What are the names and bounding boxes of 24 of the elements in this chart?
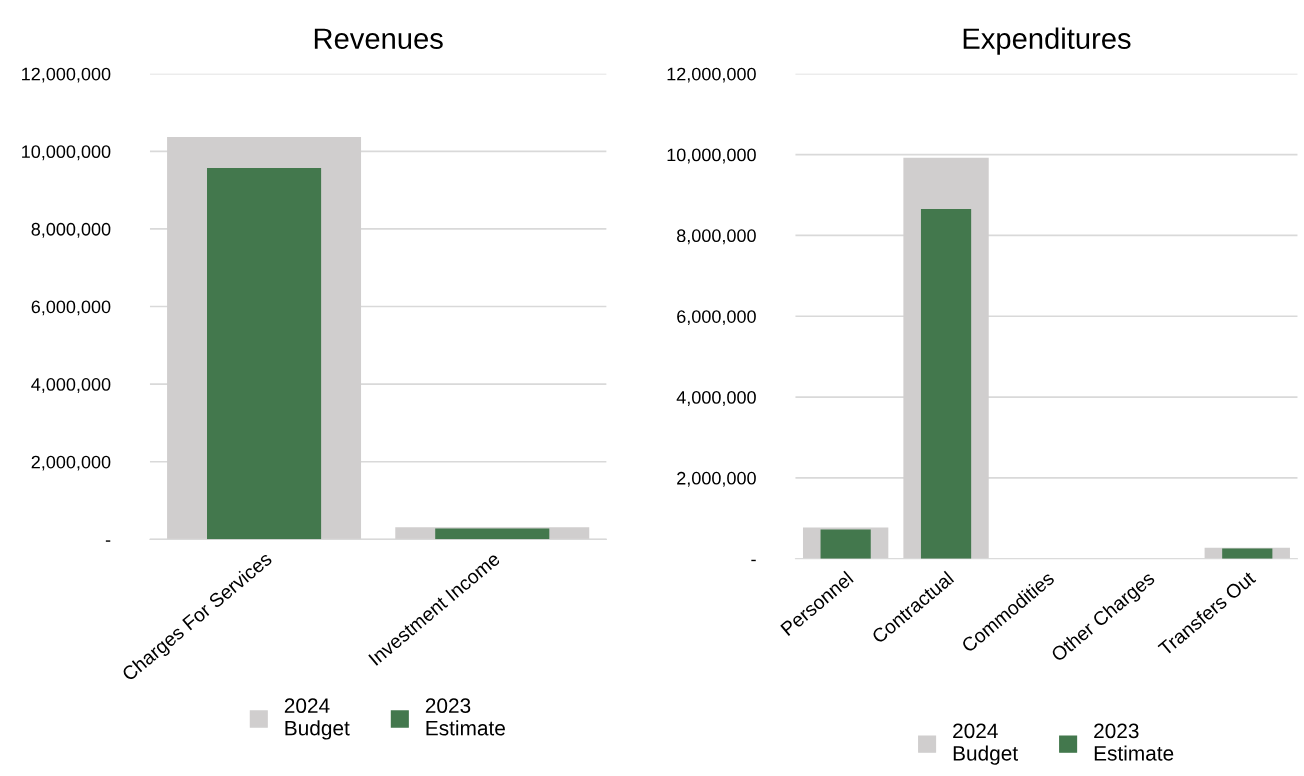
y-tick-label: 10,000,000 (667, 148, 756, 164)
legend-label: 2023 Estimate (425, 698, 505, 736)
chart-title: Revenues (314, 28, 443, 50)
y-tick-label: 12,000,000 (22, 67, 111, 83)
y-tick-label: - (105, 540, 111, 542)
y-tick-label: 8,000,000 (31, 222, 111, 238)
y-tick-label: - (751, 559, 756, 562)
bar (207, 168, 322, 540)
y-tick-label: 8,000,000 (677, 229, 756, 245)
bar (435, 528, 550, 540)
y-tick-label: 10,000,000 (22, 145, 111, 161)
bar (820, 529, 871, 559)
y-tick-label: 2,000,000 (677, 471, 756, 487)
legend-label: 2024 Budget (284, 698, 350, 740)
y-tick-label: 2,000,000 (31, 455, 111, 471)
chart-title: Expenditures (963, 27, 1131, 55)
y-tick-label: 6,000,000 (677, 310, 756, 326)
y-tick-label: 6,000,000 (31, 300, 111, 316)
legend-label: 2023 Estimate (1094, 723, 1174, 761)
y-tick-label: 12,000,000 (667, 67, 756, 83)
legend-label: 2024 Budget (953, 723, 1018, 765)
y-tick-label: 4,000,000 (676, 390, 756, 406)
y-tick-label: 4,000,000 (31, 378, 111, 393)
bar (920, 209, 972, 559)
